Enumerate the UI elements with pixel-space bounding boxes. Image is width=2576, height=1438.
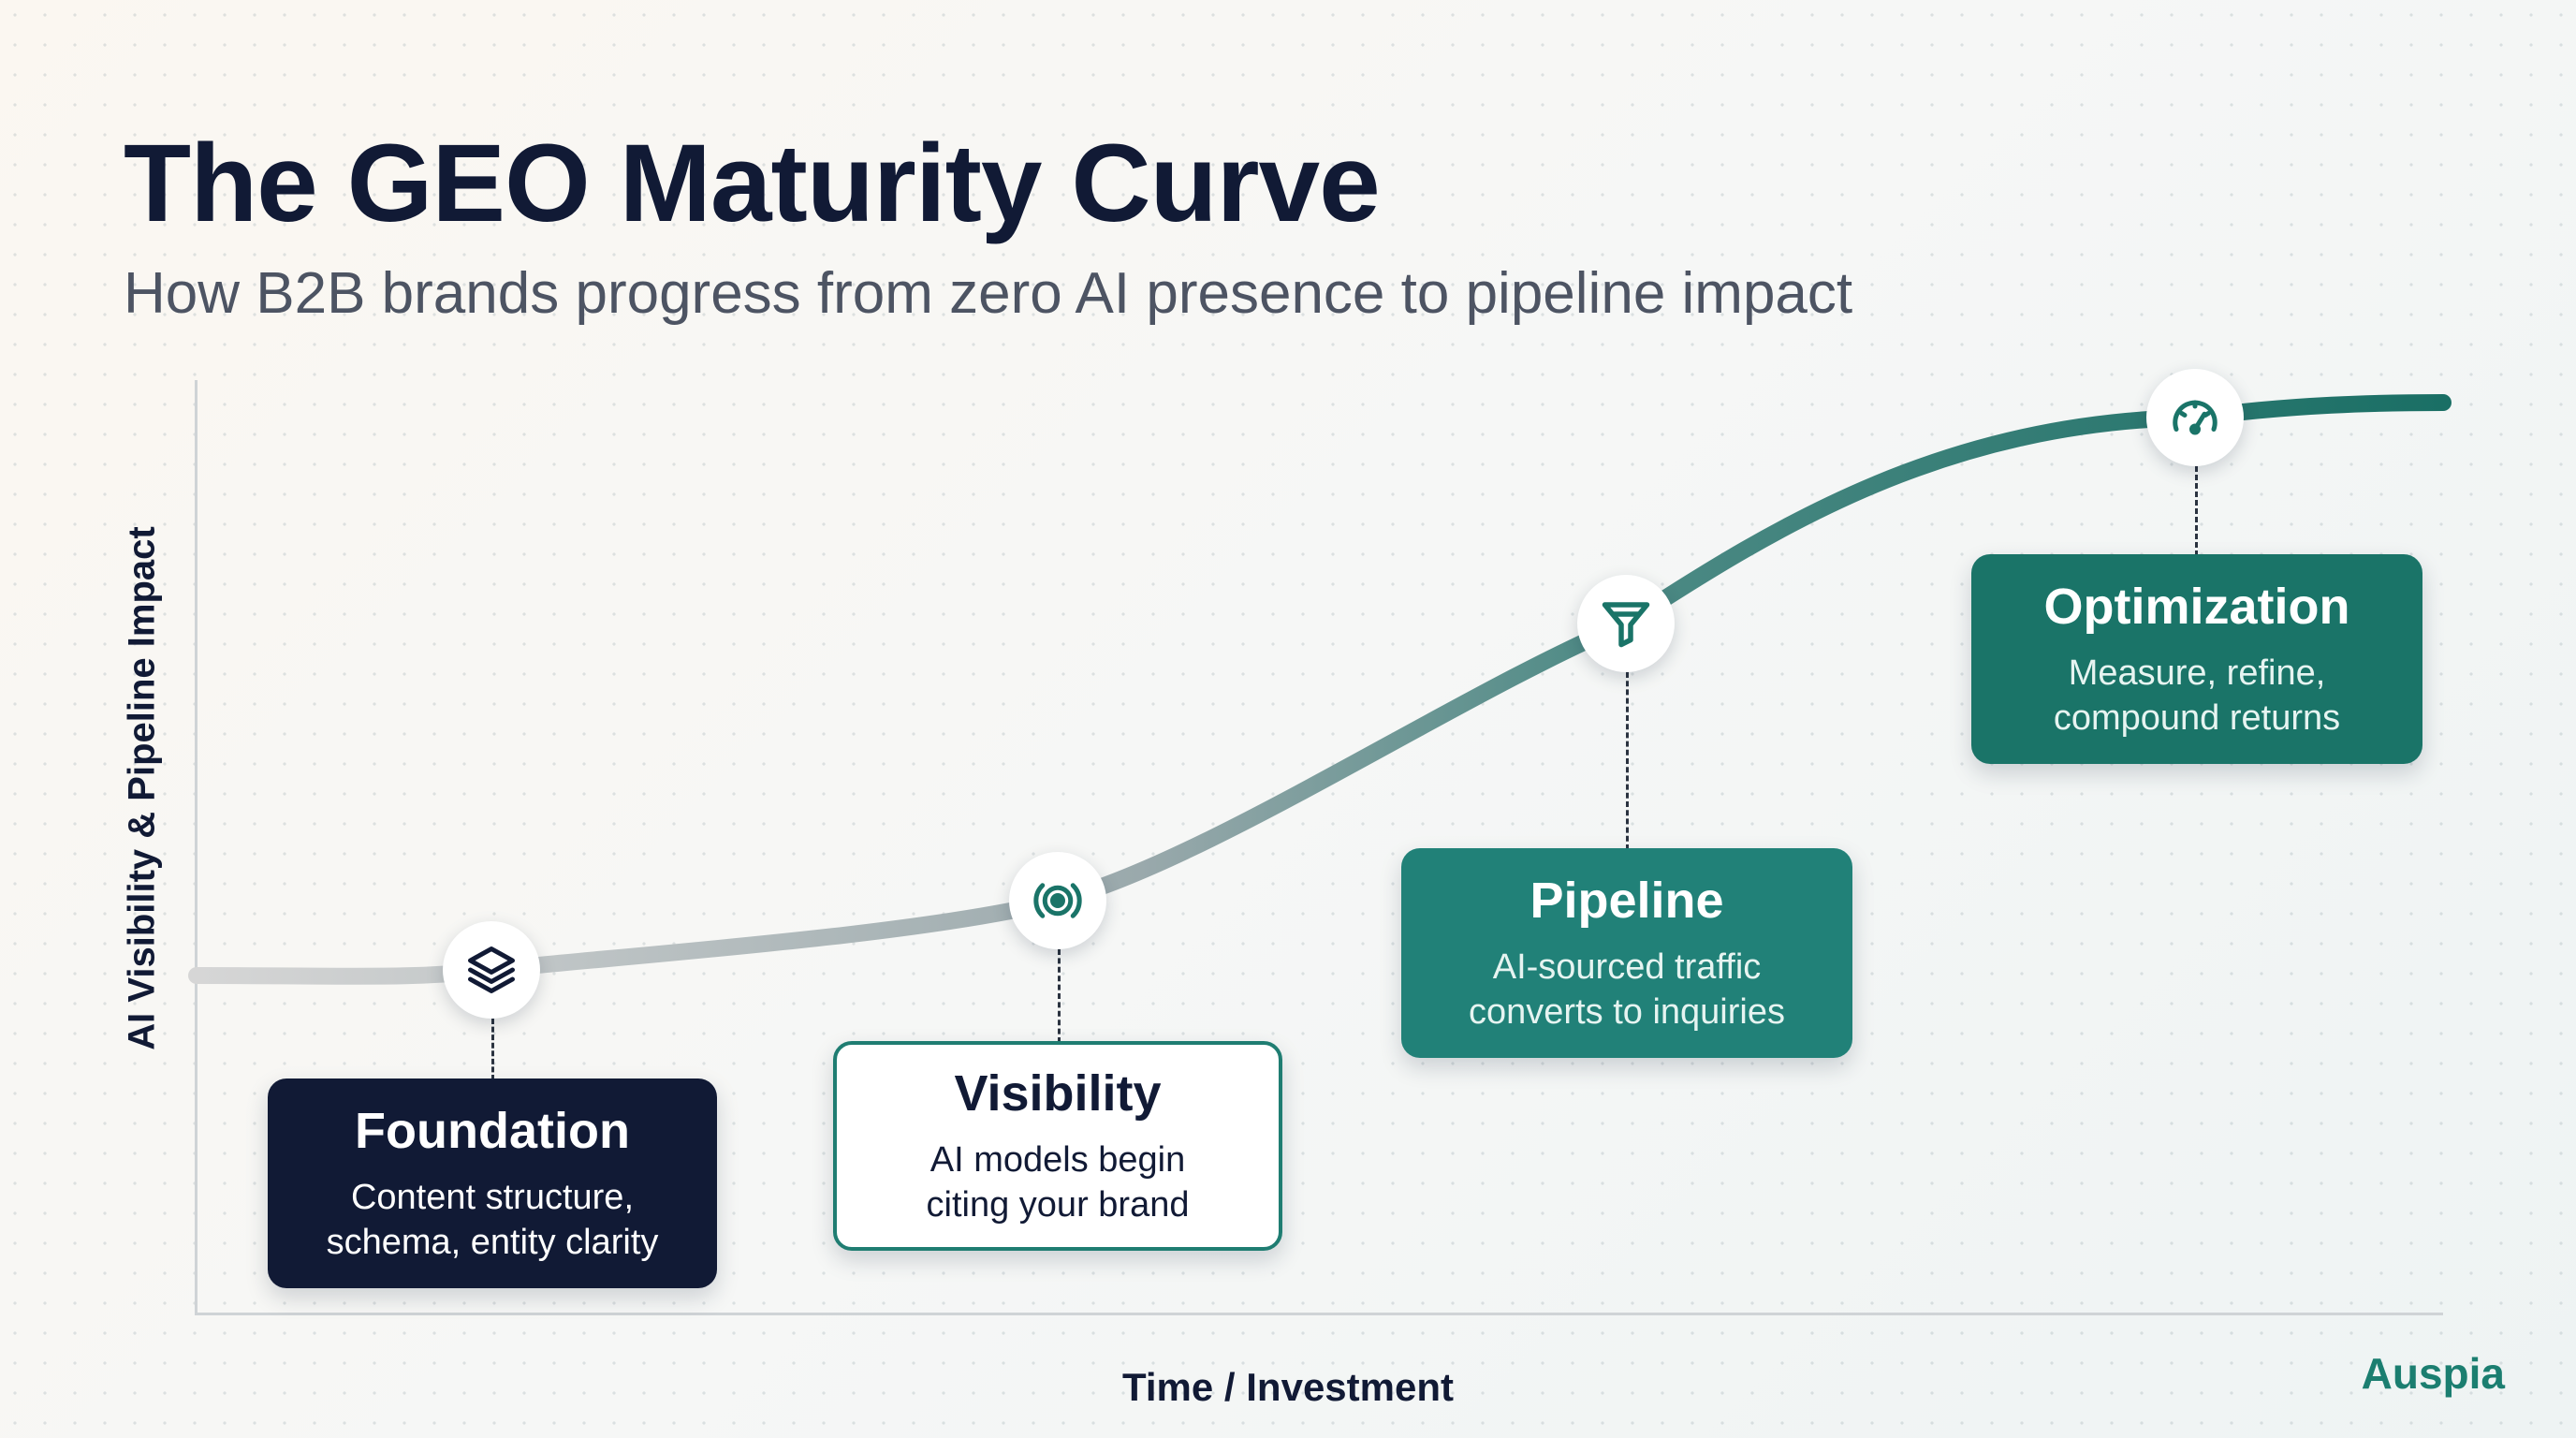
stage-title: Pipeline: [1530, 873, 1724, 929]
stage-node-pipeline: [1577, 575, 1675, 672]
connector-visibility: [1058, 949, 1061, 1043]
stage-title: Visibility: [954, 1065, 1162, 1122]
stage-card-pipeline: Pipeline AI-sourced traffic converts to …: [1401, 848, 1852, 1058]
stage-node-foundation: [443, 921, 540, 1019]
y-axis: [195, 380, 198, 1314]
stage-node-optimization: [2146, 369, 2244, 466]
broadcast-icon: [1033, 883, 1082, 918]
brand-logo-text: Auspia: [2361, 1349, 2505, 1398]
connector-foundation: [491, 1019, 494, 1080]
stage-title: Optimization: [2043, 579, 2350, 635]
x-axis-label: Time / Investment: [1121, 1365, 1455, 1409]
stage-card-foundation: Foundation Content structure, schema, en…: [268, 1078, 717, 1288]
stage-card-optimization: Optimization Measure, refine, compound r…: [1971, 554, 2422, 764]
page-subtitle: How B2B brands progress from zero AI pre…: [124, 261, 1853, 326]
page-title: The GEO Maturity Curve: [124, 122, 1381, 245]
stage-description: AI-sourced traffic converts to inquiries: [1469, 947, 1785, 1032]
stage-description: Measure, refine, compound returns: [2053, 653, 2341, 738]
stage-description: Content structure, schema, entity clarit…: [326, 1178, 659, 1262]
stage-node-visibility: [1009, 852, 1106, 949]
connector-pipeline: [1626, 672, 1629, 850]
connector-optimization: [2195, 466, 2198, 556]
gauge-icon: [2173, 400, 2217, 435]
funnel-icon: [1602, 602, 1650, 648]
stage-description: AI models begin citing your brand: [926, 1140, 1190, 1225]
x-axis: [195, 1313, 2443, 1315]
stage-card-visibility: Visibility AI models begin citing your b…: [833, 1041, 1282, 1251]
layers-icon: [468, 946, 515, 993]
stage-title: Foundation: [355, 1103, 630, 1159]
